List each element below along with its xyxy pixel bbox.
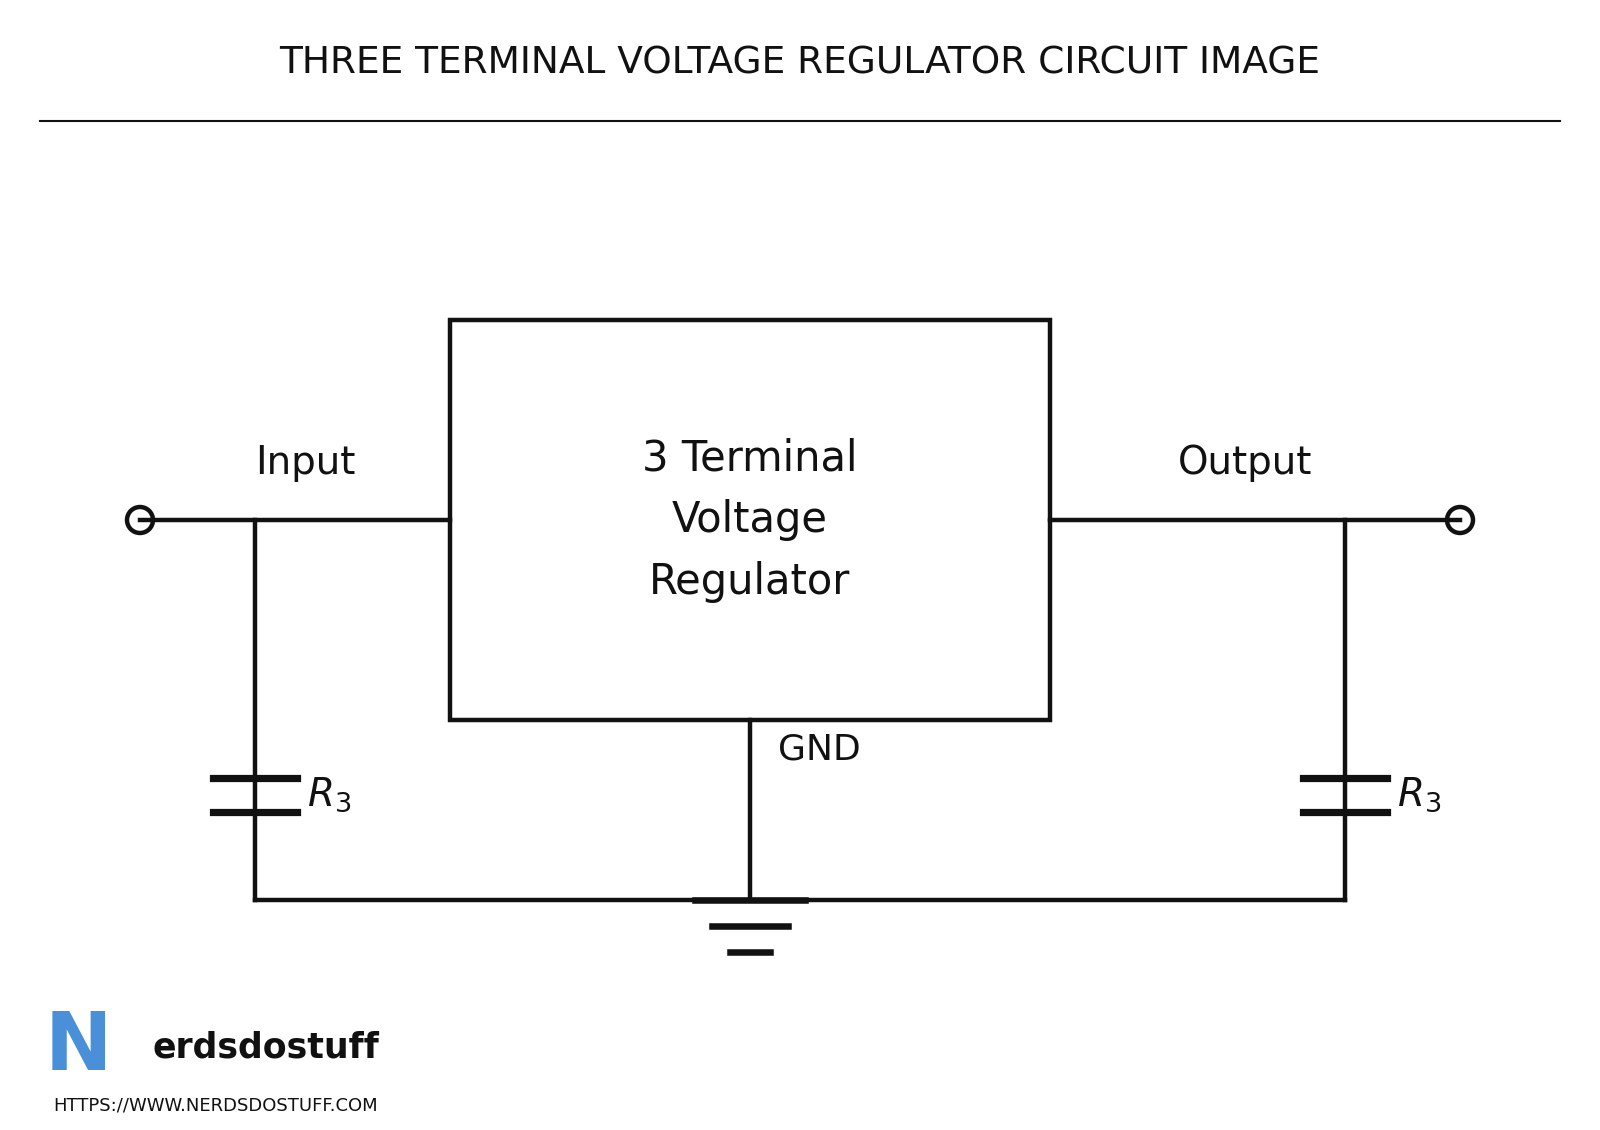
Text: HTTPS://WWW.NERDSDOSTUFF.COM: HTTPS://WWW.NERDSDOSTUFF.COM xyxy=(53,1097,378,1115)
Text: erdsdostuff: erdsdostuff xyxy=(154,1031,379,1064)
Text: $R_3$: $R_3$ xyxy=(1397,775,1442,815)
Text: THREE TERMINAL VOLTAGE REGULATOR CIRCUIT IMAGE: THREE TERMINAL VOLTAGE REGULATOR CIRCUIT… xyxy=(280,45,1320,81)
Text: GND: GND xyxy=(778,732,861,766)
Text: N: N xyxy=(45,1009,112,1087)
Text: 3 Terminal
Voltage
Regulator: 3 Terminal Voltage Regulator xyxy=(642,437,858,602)
Bar xyxy=(450,320,1050,720)
Text: $R_3$: $R_3$ xyxy=(307,775,350,815)
Text: Input: Input xyxy=(254,444,355,483)
Text: Output: Output xyxy=(1178,444,1312,483)
